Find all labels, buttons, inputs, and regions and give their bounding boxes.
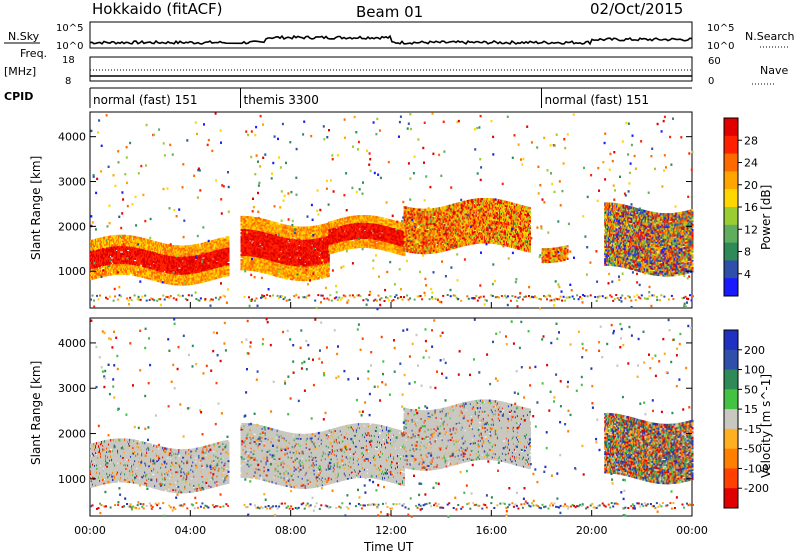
nave-tick-bottom: 0 <box>708 76 714 87</box>
nsearch-tick-top: 10^5 <box>707 23 734 34</box>
nsearch-tick-bottom: 10^0 <box>707 41 734 52</box>
cpid-row: normal (fast) 151 themis 3300 normal (fast… <box>90 88 692 108</box>
freq-unit: [MHz] <box>4 65 36 78</box>
nave-label: Nave <box>760 64 788 77</box>
beam-label: Beam 01 <box>356 3 423 21</box>
cpid-segment-label: themis 3300 <box>244 93 319 107</box>
nsky-panel <box>90 22 692 48</box>
nsky-label: N.Sky <box>8 30 40 43</box>
date-label: 02/Oct/2015 <box>590 0 683 18</box>
nsky-trace <box>90 36 692 44</box>
nsky-tick-top: 10^5 <box>56 23 83 34</box>
cpid-segment-label: normal (fast) 151 <box>93 93 197 107</box>
radar-title: Hokkaido (fitACF) <box>92 0 223 18</box>
nsearch-label: N.Search <box>745 30 795 43</box>
freq-panel <box>90 57 692 81</box>
cpid-label: CPID <box>4 90 33 103</box>
freq-label: Freq. <box>20 47 47 60</box>
nave-tick-top: 60 <box>708 56 721 67</box>
radar-figure: Hokkaido (fitACF) Beam 01 02/Oct/2015 N.… <box>0 0 800 554</box>
freq-tick-top: 18 <box>62 55 75 66</box>
cpid-segment-label: normal (fast) 151 <box>545 93 649 107</box>
freq-tick-bottom: 8 <box>65 76 71 87</box>
heatmap-cell <box>140 237 142 239</box>
nsky-tick-bottom: 10^0 <box>56 41 83 52</box>
